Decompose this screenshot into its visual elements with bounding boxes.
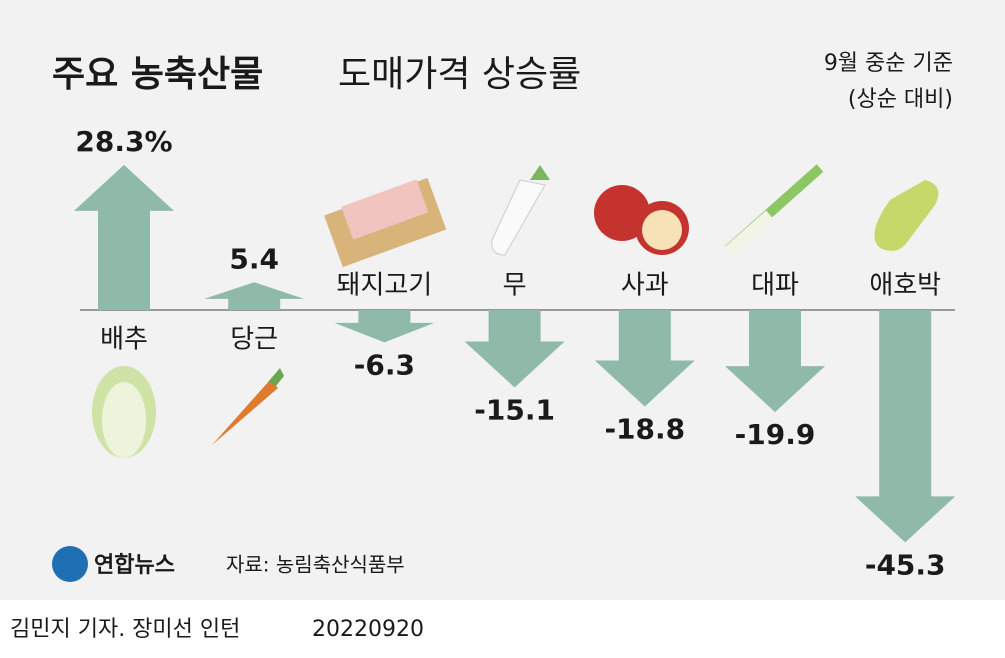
arrow-bar [74, 164, 174, 310]
chart-subtitle: 도매가격 상승률 [338, 54, 581, 95]
arrow-bar [855, 310, 956, 543]
arrow-bar [725, 310, 825, 413]
chart-title: 주요 농축산물 [52, 54, 263, 95]
value-label: -15.1 [474, 393, 555, 426]
value-label: -6.3 [354, 348, 415, 381]
value-label: 28.3% [75, 125, 172, 158]
background [0, 0, 1005, 600]
note: 9월 중순 기준 [824, 51, 953, 76]
value-label: -18.8 [604, 412, 685, 445]
arrow-bar [464, 310, 565, 388]
logo-text: 연합뉴스 [94, 552, 175, 578]
source: 자료: 농림축산식품부 [226, 553, 405, 577]
value-label: -19.9 [735, 418, 816, 451]
arrow-bar [334, 310, 435, 343]
date: 20220920 [312, 617, 424, 642]
arrow-bar [204, 282, 305, 310]
category-label: 사과 [621, 271, 669, 301]
note: (상순 대비) [848, 87, 953, 112]
arrow-bar [594, 310, 695, 407]
category-label: 배추 [100, 325, 148, 355]
logo-icon [52, 546, 88, 582]
category-label: 무 [503, 271, 527, 301]
category-label: 애호박 [869, 271, 941, 301]
value-label: 5.4 [229, 242, 279, 275]
category-label: 대파 [751, 271, 799, 301]
logo: 연합뉴스 [52, 546, 175, 582]
category-label: 당근 [230, 325, 278, 355]
credit: 김민지 기자. 장미선 인턴 [10, 617, 240, 642]
category-label: 돼지고기 [337, 271, 433, 301]
value-label: -45.3 [865, 548, 946, 581]
illustrations [92, 164, 939, 458]
